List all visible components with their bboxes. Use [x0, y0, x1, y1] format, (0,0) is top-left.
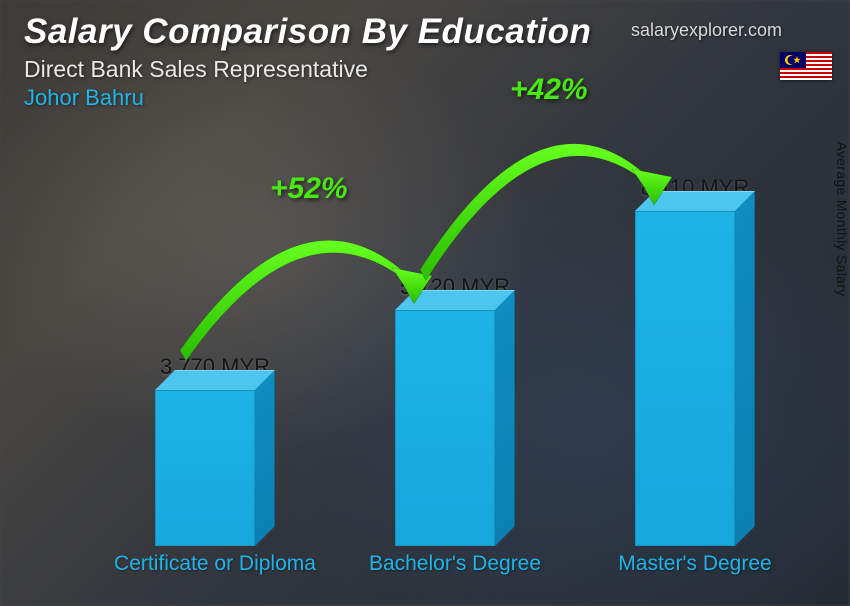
- bar-1: 5,720 MYRBachelor's Degree: [365, 274, 545, 546]
- bar-category-label: Bachelor's Degree: [345, 552, 565, 576]
- increase-percent-label: +52%: [270, 172, 348, 206]
- chart-subtitle: Direct Bank Sales Representative: [24, 56, 826, 83]
- increase-percent-label: +42%: [510, 73, 588, 107]
- bar-category-label: Certificate or Diploma: [105, 552, 325, 576]
- bar-3d: [635, 211, 755, 546]
- bar-category-label: Master's Degree: [585, 552, 805, 576]
- bar-3d: [155, 390, 275, 546]
- brand-watermark: salaryexplorer.com: [631, 20, 782, 41]
- bar-front-face: [395, 310, 495, 546]
- bar-front-face: [155, 390, 255, 546]
- malaysia-flag-icon: [780, 52, 832, 80]
- bar-side-face: [495, 290, 515, 546]
- bar-side-face: [255, 370, 275, 546]
- chart-container: Salary Comparison By Education Direct Ba…: [0, 0, 850, 606]
- y-axis-label: Average Monthly Salary: [834, 142, 850, 297]
- bar-3d: [395, 310, 515, 546]
- bar-2: 8,110 MYRMaster's Degree: [605, 175, 785, 546]
- bar-chart: 3,770 MYRCertificate or Diploma 5,720 MYR…: [60, 150, 790, 546]
- bar-side-face: [735, 191, 755, 546]
- bar-0: 3,770 MYRCertificate or Diploma: [125, 354, 305, 546]
- chart-location: Johor Bahru: [24, 85, 826, 111]
- bar-front-face: [635, 211, 735, 546]
